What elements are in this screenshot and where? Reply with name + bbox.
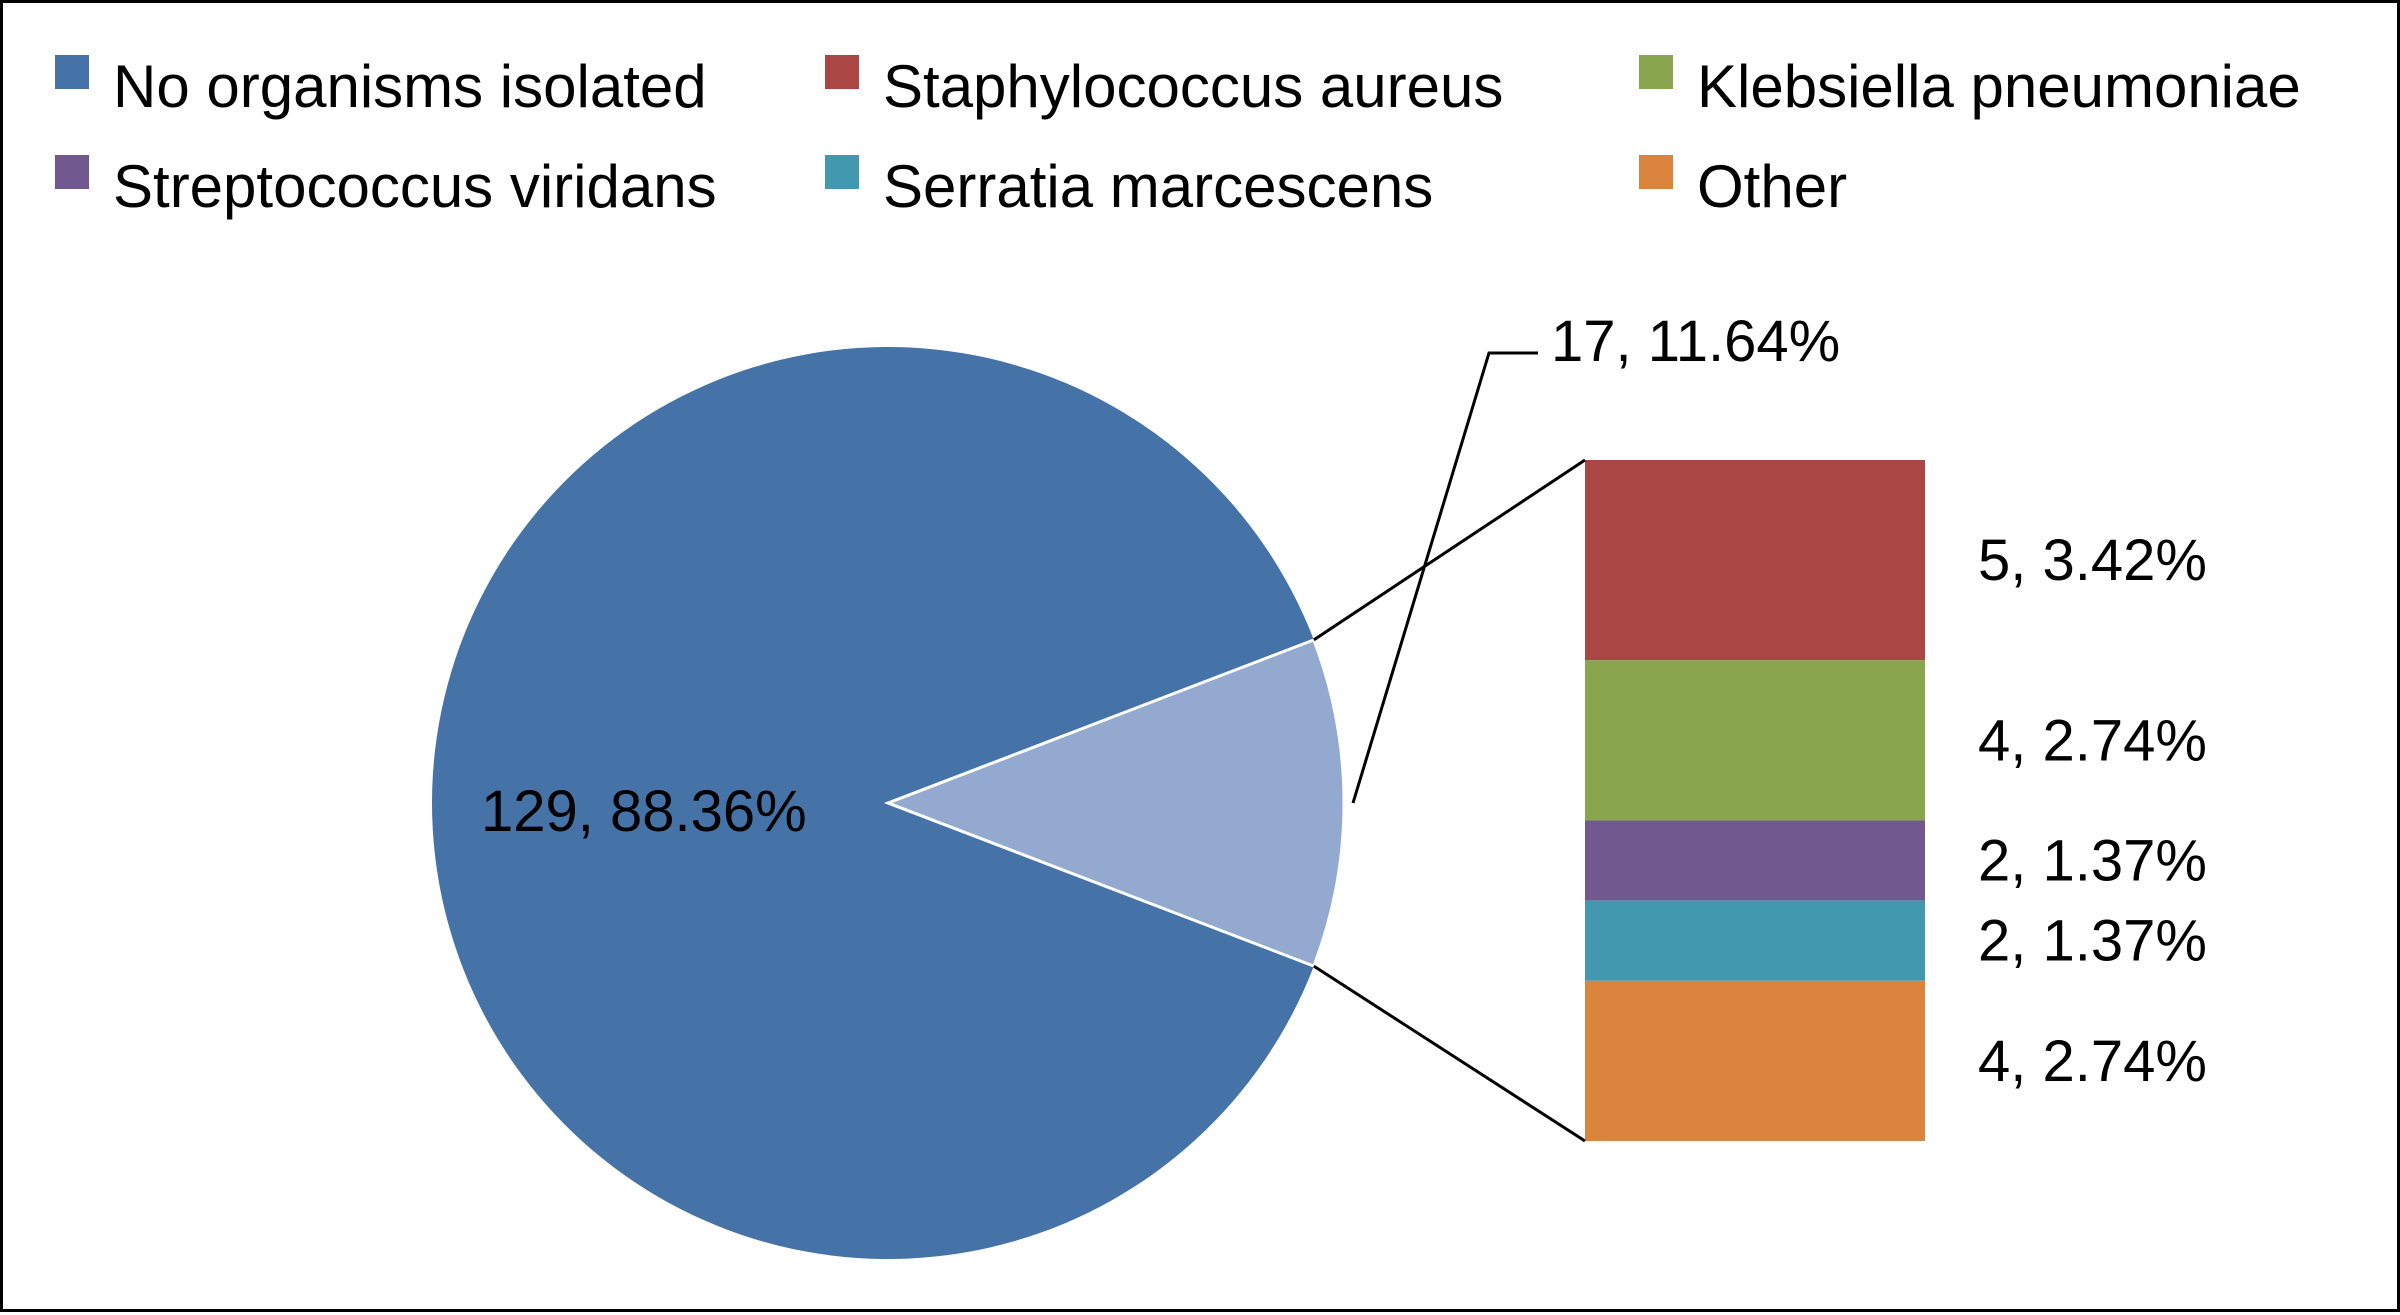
legend-label: Serratia marcescens: [883, 153, 1433, 220]
legend-swatch: [825, 55, 859, 89]
legend-swatch: [825, 155, 859, 189]
pie-slice-data-label: 129, 88.36%: [481, 779, 807, 844]
legend-swatch: [55, 55, 89, 89]
bar-segment: [1585, 820, 1925, 901]
connector-line-bottom: [1313, 964, 1586, 1143]
pie-slice-aggregate: [883, 637, 1346, 969]
bar-segment-data-label: 2, 1.37%: [1978, 909, 2207, 974]
bar-segment: [1585, 900, 1925, 981]
bar-segment-data-label: 5, 3.42%: [1978, 528, 2207, 593]
bar-segment-data-label: 4, 2.74%: [1978, 1029, 2207, 1094]
pie-slice-no-organisms: [431, 347, 1314, 1259]
bar-segment: [1585, 460, 1925, 661]
bar-segment-data-label: 4, 2.74%: [1978, 708, 2207, 773]
legend-label: Klebsiella pneumoniae: [1697, 53, 2301, 120]
legend-swatch: [1639, 155, 1673, 189]
bar-segment: [1585, 660, 1925, 821]
legend-label: No organisms isolated: [113, 53, 707, 120]
aggregate-data-label: 17, 11.64%: [1551, 309, 1840, 374]
bar-segment: [1585, 980, 1925, 1141]
pie-of-bar-chart: No organisms isolated Staphylococcus aure…: [55, 53, 2301, 1259]
aggregate-leader-line: [1351, 351, 1538, 804]
legend-label: Other: [1697, 153, 1847, 220]
bar-segment-data-label: 2, 1.37%: [1978, 829, 2207, 894]
legend-label: Streptococcus viridans: [113, 153, 717, 220]
legend-label: Staphylococcus aureus: [883, 53, 1503, 120]
legend-swatch: [55, 155, 89, 189]
connector-line-top: [1313, 458, 1586, 642]
legend-swatch: [1639, 55, 1673, 89]
